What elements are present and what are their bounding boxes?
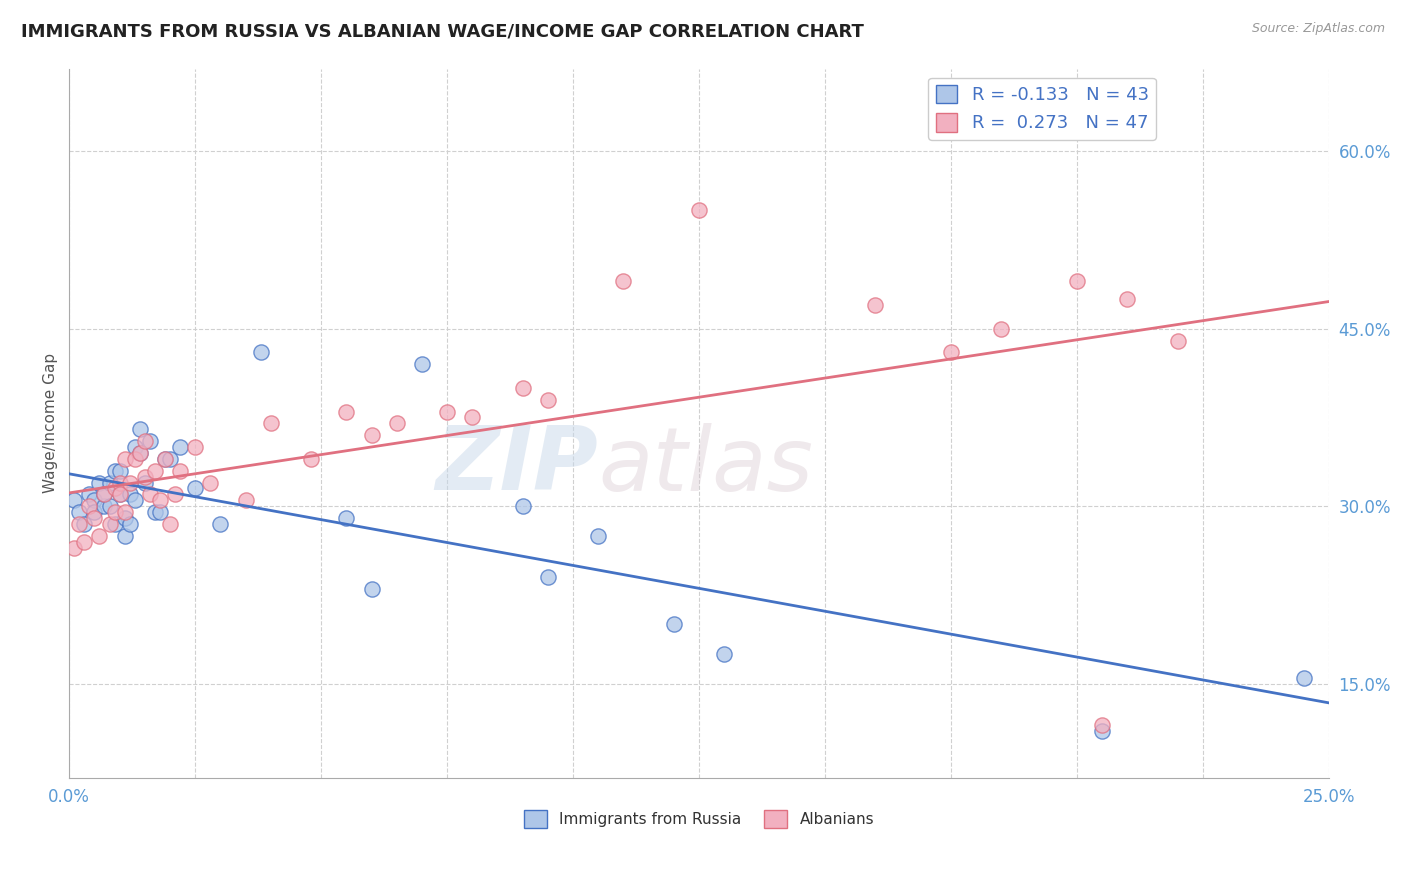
Point [713,647,735,661]
Point [139,434,162,449]
Point [385,417,408,431]
Point [83,511,105,525]
Point [118,487,141,501]
Point [98,499,121,513]
Point [128,422,150,436]
Point [93,499,115,513]
Text: IMMIGRANTS FROM RUSSIA VS ALBANIAN WAGE/INCOME GAP CORRELATION CHART: IMMIGRANTS FROM RUSSIA VS ALBANIAN WAGE/… [21,22,863,40]
Point [537,570,560,584]
Point [103,482,125,496]
Point [103,505,125,519]
Point [1292,671,1315,685]
Point [335,511,357,525]
Text: ZIP: ZIP [436,423,598,509]
Legend: Immigrants from Russia, Albanians: Immigrants from Russia, Albanians [517,804,880,834]
Point [159,451,181,466]
Point [169,464,191,478]
Point [1091,723,1114,738]
Point [134,475,156,490]
Point [124,440,146,454]
Point [73,516,96,531]
Point [153,451,176,466]
Point [688,203,710,218]
Point [184,440,207,454]
Point [128,446,150,460]
Point [865,298,887,312]
Point [63,541,86,555]
Point [235,493,257,508]
Point [436,404,458,418]
Text: atlas: atlas [598,423,813,509]
Point [134,434,156,449]
Text: Source: ZipAtlas.com: Source: ZipAtlas.com [1251,22,1385,36]
Point [114,451,136,466]
Point [149,505,172,519]
Point [73,534,96,549]
Point [184,482,207,496]
Point [149,493,172,508]
Point [169,440,191,454]
Point [114,511,136,525]
Point [1066,275,1088,289]
Point [360,582,382,596]
Point [108,464,131,478]
Point [63,493,86,508]
Point [67,505,90,519]
Point [93,487,115,501]
Point [114,505,136,519]
Point [512,381,534,395]
Point [612,275,634,289]
Point [103,464,125,478]
Point [128,446,150,460]
Point [139,487,162,501]
Point [114,529,136,543]
Point [411,357,433,371]
Point [98,475,121,490]
Point [89,529,111,543]
Point [163,487,186,501]
Point [98,516,121,531]
Point [335,404,357,418]
Point [153,451,176,466]
Point [118,475,141,490]
Point [1167,334,1189,348]
Point [108,487,131,501]
Point [118,516,141,531]
Point [461,410,484,425]
Point [586,529,609,543]
Point [79,499,101,513]
Point [990,322,1012,336]
Point [1091,718,1114,732]
Point [143,505,166,519]
Point [93,487,115,501]
Point [143,464,166,478]
Point [103,516,125,531]
Point [67,516,90,531]
Point [209,516,232,531]
Point [124,451,146,466]
Point [939,345,962,359]
Y-axis label: Wage/Income Gap: Wage/Income Gap [44,353,58,493]
Point [260,417,283,431]
Point [512,499,534,513]
Point [360,428,382,442]
Point [537,392,560,407]
Point [89,475,111,490]
Point [83,505,105,519]
Point [200,475,222,490]
Point [249,345,271,359]
Point [299,451,322,466]
Point [662,617,685,632]
Point [124,493,146,508]
Point [159,516,181,531]
Point [79,487,101,501]
Point [108,475,131,490]
Point [108,487,131,501]
Point [1116,292,1139,306]
Point [134,469,156,483]
Point [83,493,105,508]
